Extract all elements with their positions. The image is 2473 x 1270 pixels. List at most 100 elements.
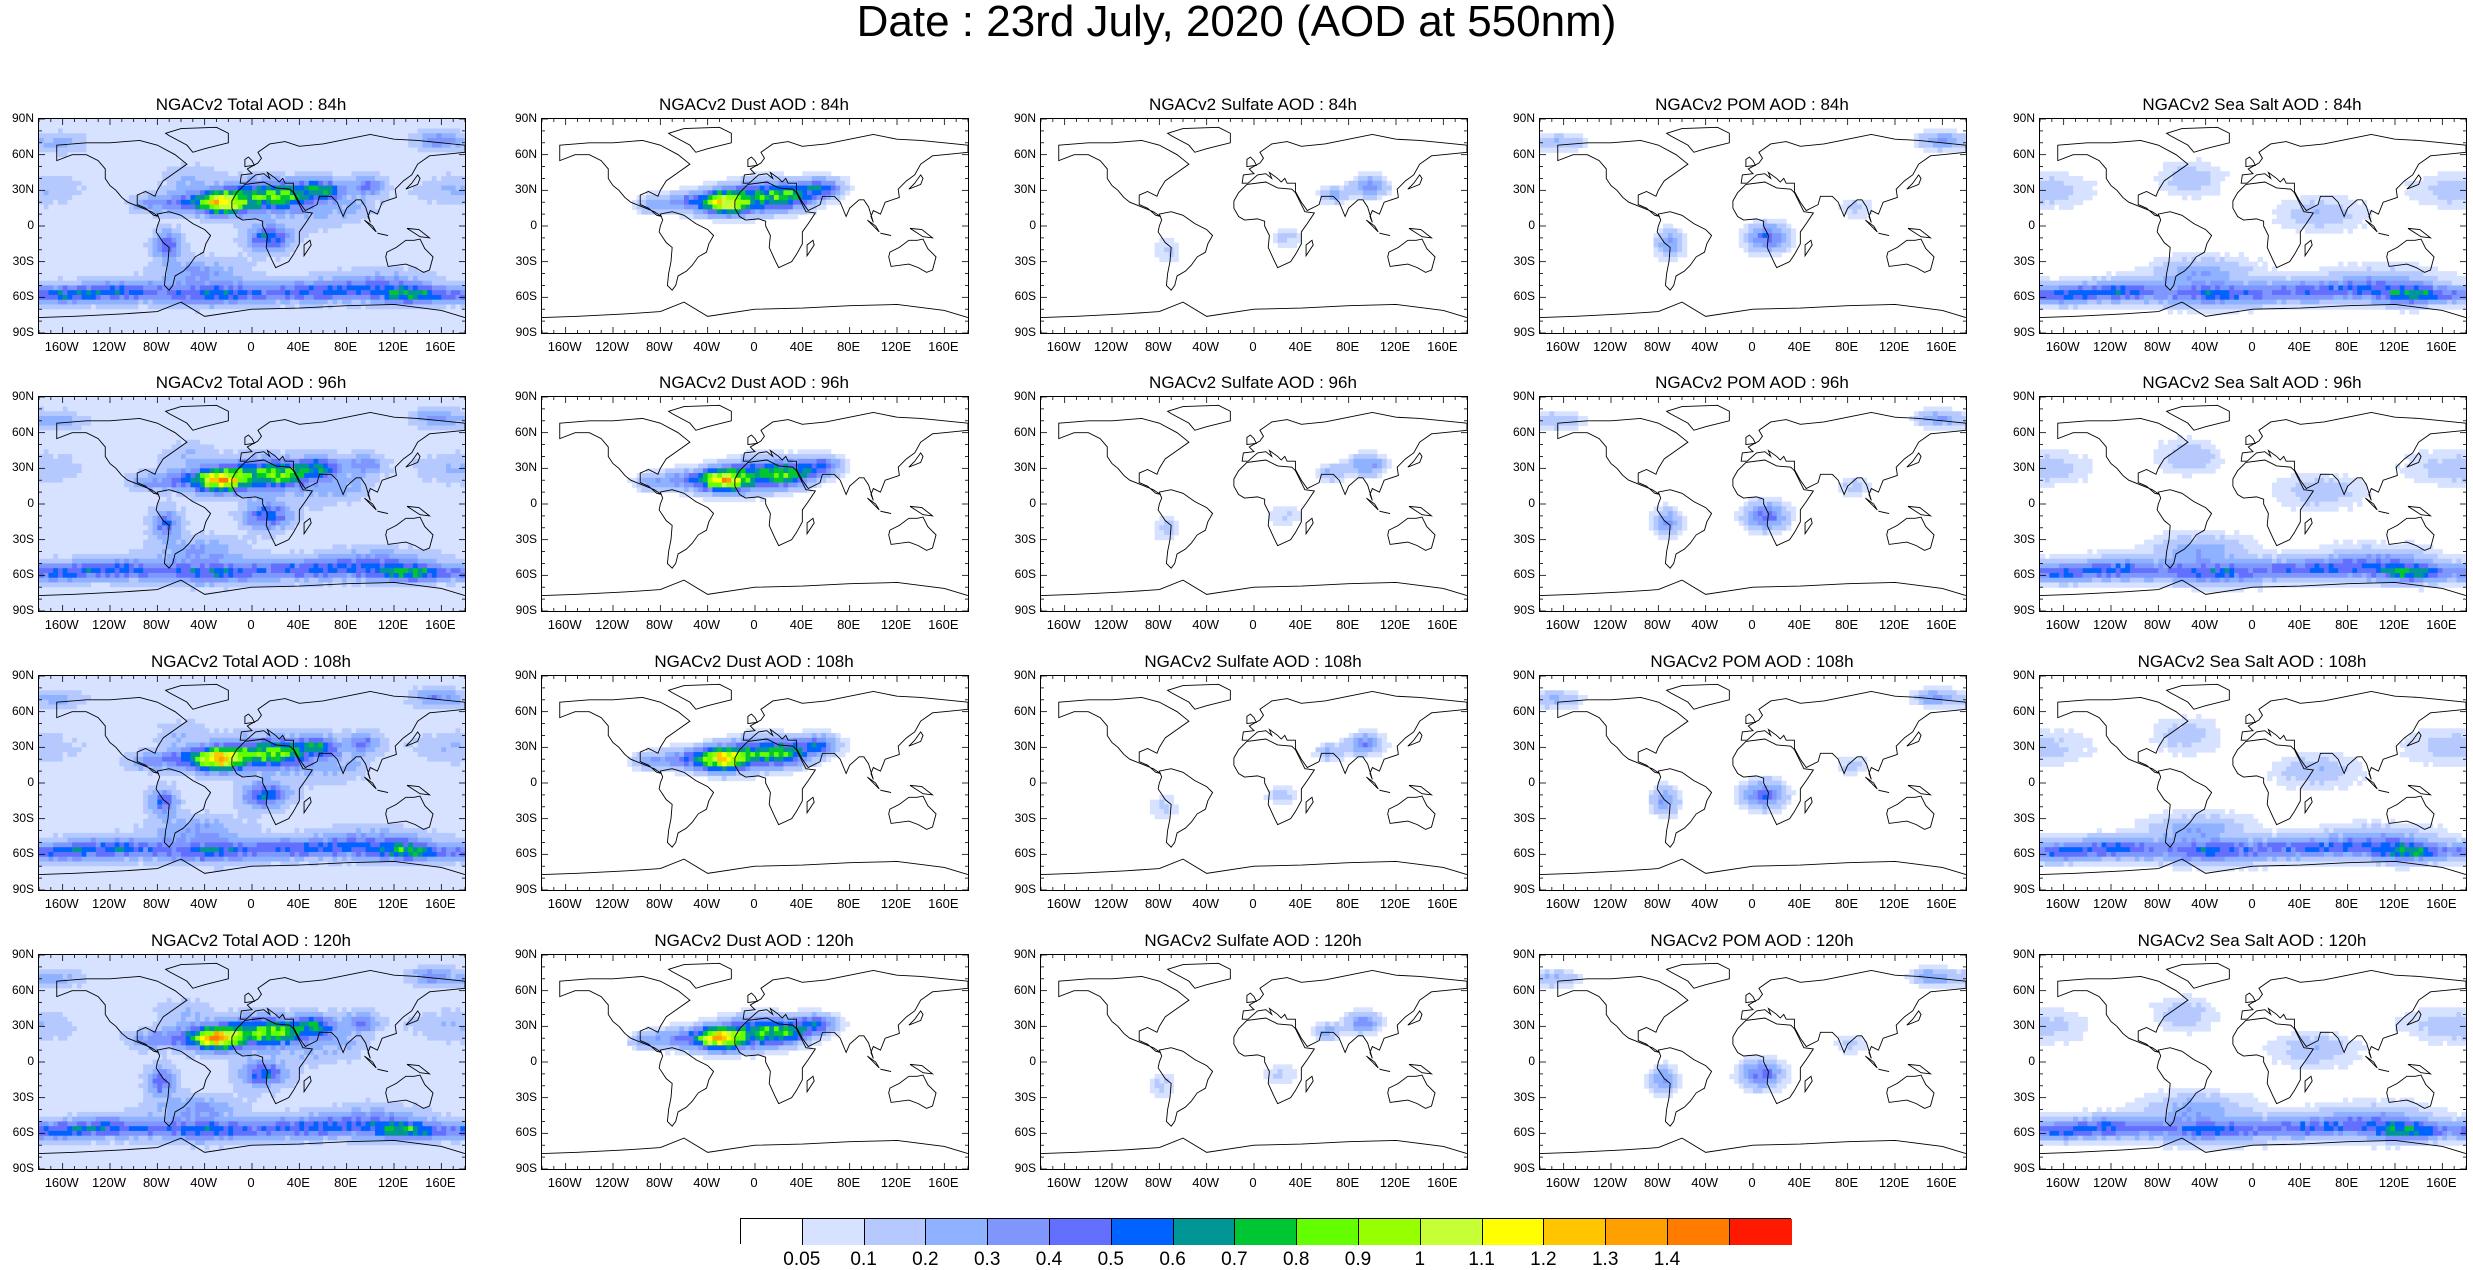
aod-cell bbox=[214, 200, 219, 205]
aod-cell bbox=[205, 309, 210, 314]
aod-cell bbox=[328, 143, 333, 148]
aod-cell bbox=[385, 148, 390, 153]
aod-cell bbox=[67, 257, 72, 262]
aod-cell bbox=[129, 157, 134, 162]
aod-cell bbox=[252, 238, 257, 243]
aod-cell bbox=[432, 276, 437, 281]
aod-cell bbox=[247, 205, 252, 210]
aod-cell bbox=[110, 124, 115, 129]
aod-cell bbox=[243, 290, 248, 295]
aod-cell bbox=[134, 257, 139, 262]
aod-cell bbox=[361, 138, 366, 143]
aod-cell bbox=[271, 162, 276, 167]
aod-cell bbox=[219, 157, 224, 162]
aod-cell bbox=[323, 276, 328, 281]
lat-label: 90N bbox=[0, 112, 34, 124]
aod-cell bbox=[295, 181, 300, 186]
aod-cell bbox=[233, 181, 238, 186]
aod-cell bbox=[195, 119, 200, 124]
aod-cell bbox=[798, 205, 803, 210]
aod-cell bbox=[375, 176, 380, 181]
aod-cell bbox=[261, 323, 266, 328]
aod-cell bbox=[347, 224, 352, 229]
aod-cell bbox=[802, 176, 807, 181]
aod-cell bbox=[1377, 190, 1382, 195]
aod-cell bbox=[323, 300, 328, 305]
aod-cell bbox=[441, 200, 446, 205]
aod-cell bbox=[134, 314, 139, 319]
aod-cell bbox=[233, 186, 238, 191]
aod-cell bbox=[271, 228, 276, 233]
aod-cell bbox=[67, 328, 72, 333]
aod-cell bbox=[760, 214, 765, 219]
aod-cell bbox=[82, 157, 87, 162]
aod-cell bbox=[153, 290, 158, 295]
aod-cell bbox=[224, 300, 229, 305]
aod-cell bbox=[309, 138, 314, 143]
aod-cell bbox=[39, 143, 44, 148]
aod-cell bbox=[39, 328, 44, 333]
aod-cell bbox=[101, 319, 106, 324]
aod-cell bbox=[314, 300, 319, 305]
aod-cell bbox=[708, 195, 713, 200]
aod-cell bbox=[58, 209, 63, 214]
aod-cell bbox=[205, 133, 210, 138]
aod-cell bbox=[134, 133, 139, 138]
aod-cell bbox=[356, 181, 361, 186]
aod-cell bbox=[347, 119, 352, 124]
aod-cell bbox=[812, 176, 817, 181]
aod-cell bbox=[58, 152, 63, 157]
aod-cell bbox=[845, 190, 850, 195]
aod-cell bbox=[437, 238, 442, 243]
aod-cell bbox=[86, 319, 91, 324]
aod-cell bbox=[309, 276, 314, 281]
aod-cell bbox=[1278, 228, 1283, 233]
aod-cell bbox=[446, 148, 451, 153]
aod-cell bbox=[219, 281, 224, 286]
aod-cell bbox=[309, 290, 314, 295]
aod-cell bbox=[261, 209, 266, 214]
aod-cell bbox=[214, 171, 219, 176]
aod-cell bbox=[266, 285, 271, 290]
aod-cell bbox=[403, 148, 408, 153]
aod-cell bbox=[342, 276, 347, 281]
aod-cell bbox=[290, 119, 295, 124]
aod-cell bbox=[413, 285, 418, 290]
aod-cell bbox=[134, 252, 139, 257]
aod-cell bbox=[72, 195, 77, 200]
aod-cell bbox=[115, 119, 120, 124]
aod-cell bbox=[774, 200, 779, 205]
aod-cell bbox=[252, 228, 257, 233]
aod-cell bbox=[195, 214, 200, 219]
aod-cell bbox=[1372, 176, 1377, 181]
aod-cell bbox=[101, 186, 106, 191]
aod-cell bbox=[67, 285, 72, 290]
aod-cell bbox=[53, 228, 58, 233]
aod-cell bbox=[195, 205, 200, 210]
aod-cell bbox=[195, 200, 200, 205]
aod-cell bbox=[77, 195, 82, 200]
aod-cell bbox=[238, 266, 243, 271]
aod-cell bbox=[347, 319, 352, 324]
aod-cell bbox=[1349, 186, 1354, 191]
aod-cell bbox=[134, 228, 139, 233]
aod-cell bbox=[807, 176, 812, 181]
aod-cell bbox=[385, 314, 390, 319]
aod-cell bbox=[1568, 138, 1573, 143]
lon-label: 40E bbox=[273, 340, 323, 353]
aod-cell bbox=[153, 162, 158, 167]
aod-cell bbox=[162, 290, 167, 295]
aod-cell bbox=[798, 186, 803, 191]
aod-cell bbox=[456, 323, 461, 328]
aod-cell bbox=[224, 162, 229, 167]
aod-cell bbox=[774, 195, 779, 200]
aod-cell bbox=[238, 319, 243, 324]
aod-cell bbox=[157, 176, 162, 181]
aod-cell bbox=[408, 162, 413, 167]
aod-cell bbox=[413, 276, 418, 281]
coastline bbox=[1247, 157, 1256, 167]
aod-cell bbox=[290, 162, 295, 167]
aod-cell bbox=[148, 319, 153, 324]
aod-cell bbox=[361, 209, 366, 214]
